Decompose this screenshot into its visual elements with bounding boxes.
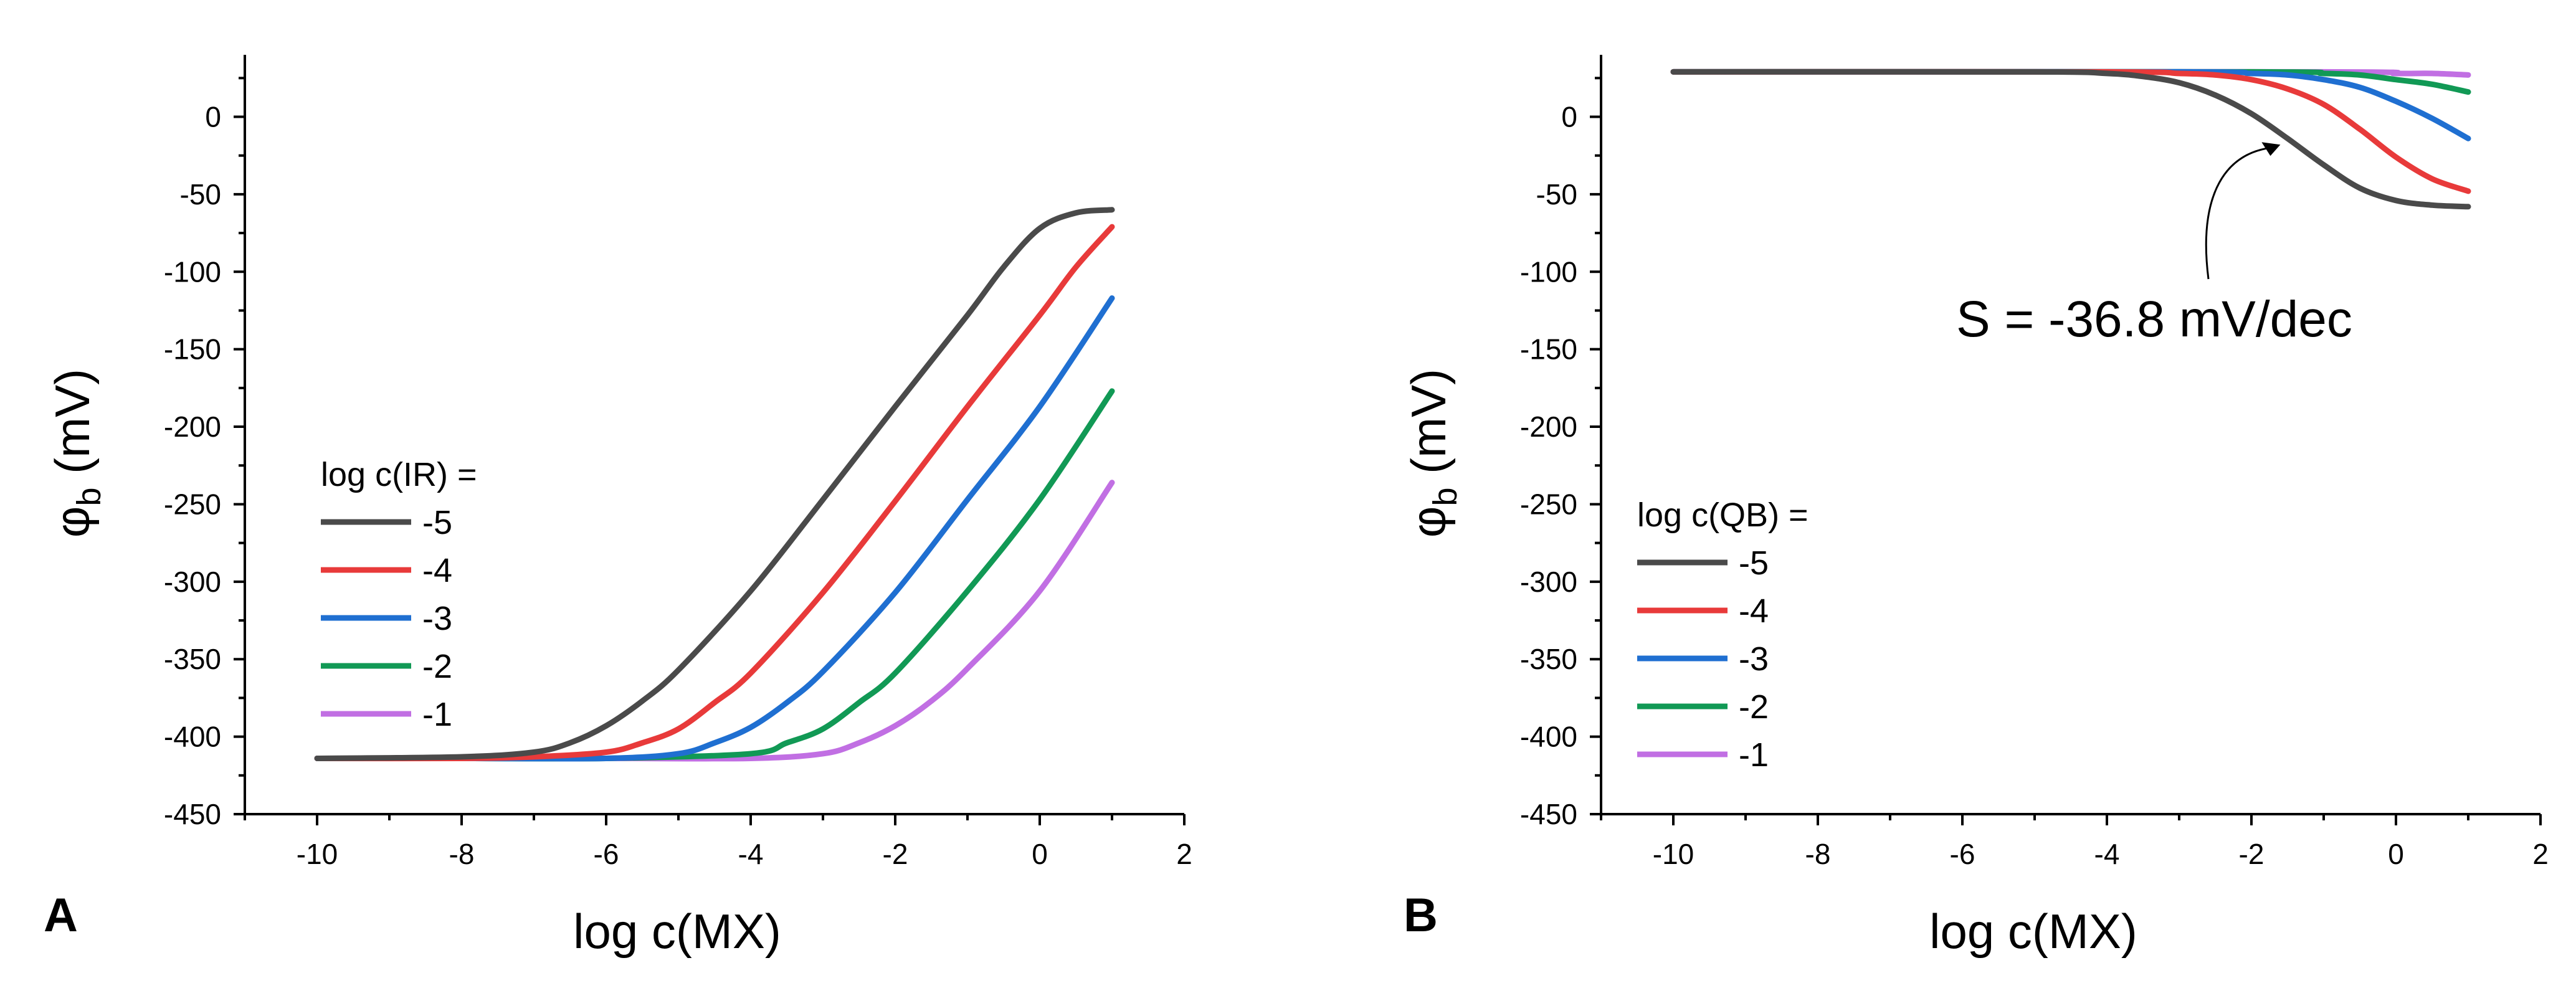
- x-tick-label: 0: [2388, 838, 2404, 870]
- panel-letter: B: [1404, 889, 1438, 942]
- legend-label: -5: [422, 504, 452, 541]
- annotation-arrow-head: [2261, 142, 2281, 156]
- y-tick-label: -250: [164, 488, 221, 520]
- y-tick-label: -150: [1520, 333, 1577, 366]
- series-line: [1670, 69, 2471, 210]
- legend-label: -1: [422, 696, 452, 733]
- y-tick-label: -50: [1536, 178, 1577, 211]
- y-tick-label: -450: [1520, 798, 1577, 830]
- y-tick-label: -450: [164, 798, 221, 830]
- x-tick-label: -6: [594, 838, 619, 870]
- x-tick-label: -6: [1950, 838, 1975, 870]
- panel-b: -10 -8 -6 -4 -2 0 2 0 -50 -100 -150 -200 -250 -300 -35…: [1401, 55, 2549, 959]
- legend-label: -3: [1739, 640, 1769, 678]
- y-axis-title-symbol: φ: [1401, 506, 1456, 538]
- legend-label: -1: [1739, 736, 1769, 774]
- panel-letter: A: [44, 889, 78, 942]
- series-line: [1670, 69, 2471, 194]
- series-line: [314, 224, 1115, 762]
- x-tick-label: 2: [1176, 838, 1192, 870]
- x-tick-label: -8: [449, 838, 475, 870]
- x-axis-title: log c(MX): [573, 904, 781, 959]
- legend-label: -4: [1739, 592, 1769, 630]
- y-tick-label: -100: [164, 255, 221, 288]
- y-axis-title-unit: (mV): [45, 369, 100, 488]
- x-tick-label: -4: [738, 838, 764, 870]
- x-tick-label: -10: [1653, 838, 1694, 870]
- y-tick-label: -400: [164, 721, 221, 753]
- legend-title: log c(QB) =: [1637, 496, 1808, 534]
- y-tick-label: -100: [1520, 255, 1577, 288]
- legend-title: log c(IR) =: [321, 456, 477, 493]
- x-tick-label: 0: [1032, 838, 1048, 870]
- series-line: [314, 207, 1115, 761]
- y-tick-label: -400: [1520, 721, 1577, 753]
- y-tick-label: -300: [1520, 566, 1577, 598]
- y-tick-label: 0: [1561, 101, 1577, 133]
- y-tick-label: -300: [164, 566, 221, 598]
- y-axis-title-unit: (mV): [1401, 369, 1456, 488]
- y-axis-title-subscript: b: [1427, 488, 1464, 506]
- y-tick-label: -200: [164, 410, 221, 443]
- y-tick-label: -350: [1520, 643, 1577, 675]
- y-tick-label: 0: [205, 101, 221, 133]
- annotation-label: S = -36.8 mV/dec: [1956, 291, 2352, 348]
- x-tick-label: -8: [1805, 838, 1831, 870]
- y-tick-label: -200: [1520, 410, 1577, 443]
- x-tick-label: -2: [2239, 838, 2265, 870]
- panel-a: -10 -8 -6 -4 -2 0 2 0 -50 -100 -150 -200 -250 -300 -35…: [44, 55, 1192, 959]
- legend-label: -4: [422, 552, 452, 589]
- y-axis-title: φb (mV): [1401, 369, 1464, 538]
- series-line: [1670, 69, 2471, 141]
- x-axis-title: log c(MX): [1929, 904, 2137, 959]
- y-axis-title-subscript: b: [70, 488, 108, 506]
- y-tick-label: -50: [180, 178, 221, 211]
- y-tick-label: -250: [1520, 488, 1577, 520]
- legend-label: -2: [1739, 688, 1769, 726]
- y-axis-title: φb (mV): [45, 369, 108, 538]
- legend-label: -5: [1739, 544, 1769, 582]
- legend-label: -2: [422, 648, 452, 685]
- legend-label: -3: [422, 600, 452, 637]
- y-axis-title-symbol: φ: [45, 506, 100, 538]
- x-tick-label: -2: [883, 838, 908, 870]
- x-tick-label: -4: [2094, 838, 2120, 870]
- annotation-arrow-line: [2205, 146, 2276, 280]
- x-tick-label: 2: [2532, 838, 2549, 870]
- x-tick-label: -10: [297, 838, 338, 870]
- y-tick-label: -350: [164, 643, 221, 675]
- y-tick-label: -150: [164, 333, 221, 366]
